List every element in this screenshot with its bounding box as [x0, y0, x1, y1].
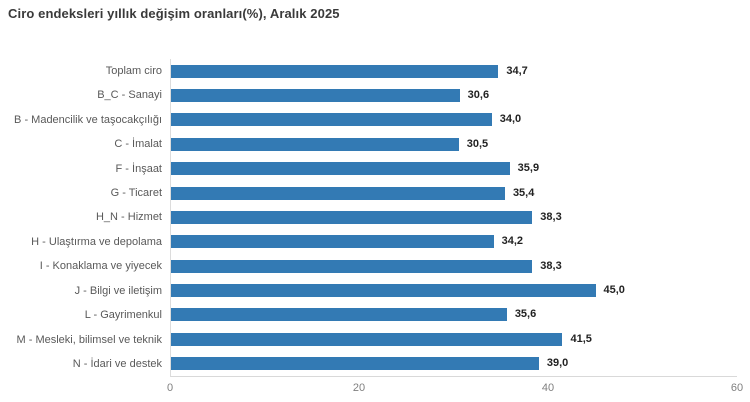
x-tick-label: 0	[166, 382, 174, 394]
category-label: J - Bilgi ve iletişim	[74, 284, 162, 297]
plot-area: 34,7 30,6 34,0 30,5 35,9 35,4 38,3 34,2 38,3 45,0…	[170, 59, 737, 377]
category-label: H_N - Hizmet	[95, 211, 162, 224]
category-label: I - Konaklama ve yiyecek	[39, 260, 162, 273]
bar	[171, 113, 492, 127]
bar-row: 38,3	[171, 259, 737, 273]
x-tick-label: 40	[541, 382, 555, 394]
bar	[171, 210, 533, 224]
category-label: Toplam ciro	[105, 64, 162, 77]
bar-row: 34,2	[171, 235, 737, 249]
bar	[171, 89, 460, 103]
category-label: B - Madencilik ve taşocakçılığı	[14, 113, 162, 126]
bar-row: 45,0	[171, 284, 737, 298]
value-label: 34,2	[501, 235, 524, 248]
bar	[171, 137, 459, 151]
x-tick-label: 20	[352, 382, 366, 394]
chart-title: Ciro endeksleri yıllık değişim oranları(…	[8, 6, 340, 21]
bar-row: 39,0	[171, 357, 737, 371]
value-label: 38,3	[540, 259, 562, 272]
bar	[171, 235, 494, 249]
bar-row: 35,9	[171, 162, 737, 176]
bar	[171, 186, 505, 200]
value-label: 35,9	[517, 162, 540, 175]
category-label: F - İnşaat	[115, 162, 162, 175]
value-label: 30,6	[467, 89, 490, 102]
value-label: 39,0	[546, 357, 569, 370]
x-axis: 0 20 40 60	[166, 381, 743, 397]
value-label: 35,4	[512, 186, 535, 199]
value-label: 34,7	[506, 64, 528, 77]
bar-row: 35,4	[171, 186, 737, 200]
bar	[171, 64, 499, 78]
bar	[171, 284, 596, 298]
value-label: 45,0	[603, 284, 625, 297]
category-label: M - Mesleki, bilimsel ve teknik	[16, 333, 162, 346]
category-axis: Toplam ciro B_C - Sanayi B - Madencilik ve…	[0, 59, 162, 377]
value-label: 41,5	[570, 332, 592, 345]
bar	[171, 357, 539, 371]
bar-row: 30,6	[171, 89, 737, 103]
bar	[171, 308, 507, 322]
category-label: G - Ticaret	[110, 186, 162, 199]
bar-row: 34,0	[171, 113, 737, 127]
bar	[171, 332, 563, 346]
bar-row: 38,3	[171, 210, 737, 224]
value-label: 34,0	[499, 113, 522, 126]
bar	[171, 162, 510, 176]
category-label: B_C - Sanayi	[97, 89, 162, 102]
bar	[171, 259, 533, 273]
value-label: 30,5	[466, 137, 489, 150]
bar-row: 30,5	[171, 137, 737, 151]
x-tick-label: 60	[730, 382, 744, 394]
category-label: C - İmalat	[114, 138, 162, 151]
category-label: N - İdari ve destek	[72, 358, 162, 371]
category-label: L - Gayrimenkul	[84, 309, 162, 322]
bar-row: 41,5	[171, 332, 737, 346]
value-label: 38,3	[540, 210, 562, 223]
category-label: H - Ulaştırma ve depolama	[31, 235, 162, 248]
bar-row: 35,6	[171, 308, 737, 322]
bar-row: 34,7	[171, 64, 737, 78]
value-label: 35,6	[514, 308, 537, 321]
